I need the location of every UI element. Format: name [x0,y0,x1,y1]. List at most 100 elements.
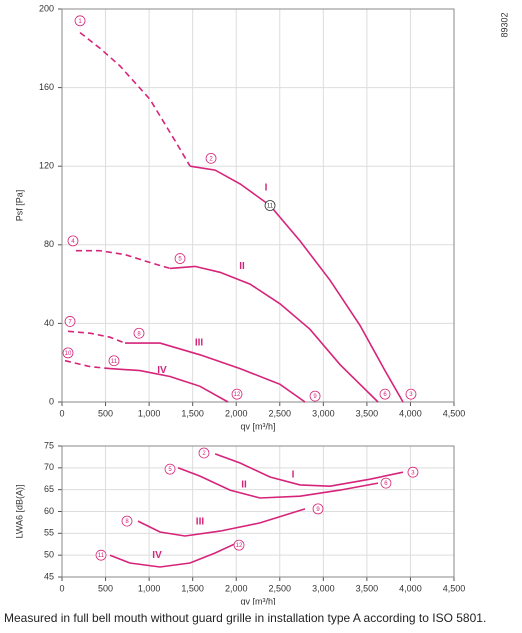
x-tick-label: 2,500 [269,408,292,418]
annotation-circle [133,327,145,339]
x-tick-label: 4,000 [399,408,422,418]
x-tick-label: 3,000 [312,583,335,593]
curve [189,165,404,403]
x-tick-label: 1,500 [181,583,204,593]
y-tick-label: 200 [39,3,54,13]
annotation-circle [121,515,133,527]
annotation-circle [380,477,392,489]
curve [125,342,306,403]
y-tick-label: 75 [44,440,54,450]
annotation: 9 [316,507,320,513]
y-tick-label: 40 [44,318,54,328]
y-axis-label: LWA6 [dB(A)] [14,484,24,538]
annotation-circle [309,390,321,402]
annotation-circle [74,15,86,27]
annotation-circle [164,463,176,475]
curve-label: II [241,480,247,491]
curve-label: IV [152,550,162,561]
annotation: 5 [178,257,182,263]
curve-label: IV [157,365,167,376]
x-tick-label: 4,500 [443,583,466,593]
y-tick-label: 70 [44,462,54,472]
y-tick-label: 50 [44,550,54,560]
annotation-circle [231,388,243,400]
x-tick-label: 2,000 [225,408,248,418]
plot-frame [61,445,455,578]
plot-frame [61,8,455,403]
dashed-curve [67,330,126,344]
annotation-circle [198,447,210,459]
x-tick-label: 3,500 [356,583,379,593]
annotation: 10 [65,351,72,357]
annotation: 11 [98,553,105,559]
annotation-circle [264,200,276,211]
x-tick-label: 2,500 [269,583,292,593]
x-tick-label: 3,500 [356,408,379,418]
curve-label: III [195,338,204,349]
y-tick-label: 120 [39,161,54,171]
y-tick-label: 0 [49,396,54,406]
annotation: 12 [234,392,241,398]
curve-label: I [265,182,268,193]
annotation-circle [64,316,76,327]
x-tick-label: 4,500 [443,408,466,418]
y-axis-label: Psf [Pa] [14,190,24,222]
annotation-circle [174,253,186,264]
annotation-circle [62,347,74,359]
chart: 89302 0 500 1,000 1,500 2,000 2,500 3,000 3,500… [14,3,509,606]
annotation-circle [407,466,419,478]
annotation-circle [379,388,391,400]
annotation: 2 [209,156,213,162]
annotation: 12 [236,543,243,549]
x-tick-label: 0 [59,408,64,418]
annotation: 6 [383,392,387,398]
annotation: 3 [411,470,415,476]
annotation: 4 [71,239,75,245]
x-tick-label: 500 [98,583,113,593]
curve-label: III [196,517,205,528]
annotation: 3 [409,392,413,398]
y-tick-label: 80 [44,239,54,249]
x-axis-label: qv [m³/h] [240,596,275,605]
caption: Measured in full bell mouth without guar… [4,611,487,625]
annotation: 7 [68,320,72,326]
curve [177,467,379,499]
annotation: 6 [384,481,388,487]
x-tick-label: 1,500 [181,408,204,418]
figure-code: 89302 [499,12,509,37]
x-tick-label: 1,000 [138,583,161,593]
annotation: 8 [125,519,129,525]
y-tick-label: 60 [44,506,54,516]
curve [109,543,236,568]
curve-label: I [292,469,295,480]
annotation-circle [405,388,417,400]
y-tick-label: 55 [44,528,54,538]
curve [137,508,306,537]
curve-label: II [239,261,245,272]
annotation-circle [205,152,217,164]
annotation: 11 [267,204,274,210]
annotation-circle [233,539,245,551]
x-tick-label: 500 [98,408,113,418]
annotation-circle [67,235,79,247]
x-tick-label: 0 [59,583,64,593]
dashed-curve [64,359,111,370]
annotation: 1 [78,19,82,25]
curve [169,265,379,403]
annotation: 2 [202,451,206,457]
dashed-curve [76,249,171,270]
x-tick-label: 4,000 [399,583,422,593]
dashed-curve [79,31,191,167]
y-tick-label: 65 [44,484,54,494]
annotation: 9 [313,394,317,400]
y-tick-label: 160 [39,82,54,92]
annotation: 8 [137,331,141,337]
annotation-circle [95,549,107,561]
curve [214,453,404,488]
annotation-circle [312,503,324,515]
annotation-circle [108,355,120,367]
x-axis-label: qv [m³/h] [240,421,275,431]
y-tick-label: 45 [44,571,54,581]
x-tick-label: 3,000 [312,408,335,418]
